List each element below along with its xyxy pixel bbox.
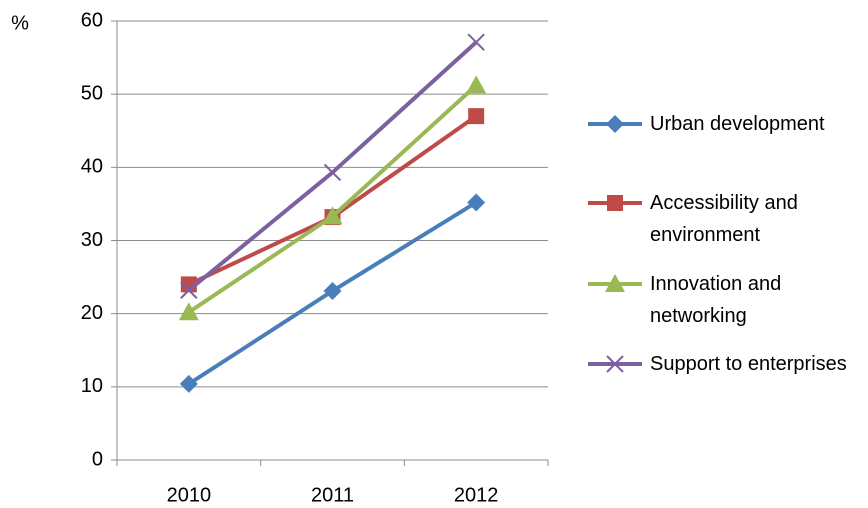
point-marker: [468, 108, 485, 125]
legend-marker: [606, 355, 624, 373]
point-marker: [322, 206, 343, 225]
legend-label: Accessibility and environment: [650, 192, 798, 246]
point-marker: [323, 281, 342, 300]
legend-marker: [605, 274, 625, 292]
series-line: [187, 40, 478, 292]
series-line: [187, 114, 478, 287]
y-axis-label: %: [11, 12, 29, 34]
y-tick-label: 40: [81, 156, 103, 178]
x-tick-label: 2010: [167, 484, 212, 506]
point-marker: [466, 75, 487, 94]
y-tick-label: 30: [81, 229, 103, 251]
y-tick-label: 0: [92, 448, 103, 470]
y-tick-label: 60: [81, 9, 103, 31]
point-marker: [467, 33, 485, 51]
legend-marker: [607, 195, 623, 211]
series-line: [187, 83, 478, 314]
legend-marker: [606, 115, 624, 133]
point-marker: [180, 281, 198, 299]
y-tick-label: 20: [81, 302, 103, 324]
point-marker: [179, 374, 198, 393]
legend-label: Support to enterprises: [650, 353, 847, 375]
legend-label: Urban development: [650, 113, 825, 135]
point-marker: [178, 302, 199, 321]
y-tick-label: 10: [81, 375, 103, 397]
x-tick-label: 2012: [454, 484, 499, 506]
y-tick-label: 50: [81, 82, 103, 104]
x-tick-label: 2011: [311, 484, 354, 506]
legend-label: Innovation and networking: [650, 273, 782, 327]
point-marker: [467, 193, 486, 212]
point-marker: [323, 163, 342, 182]
